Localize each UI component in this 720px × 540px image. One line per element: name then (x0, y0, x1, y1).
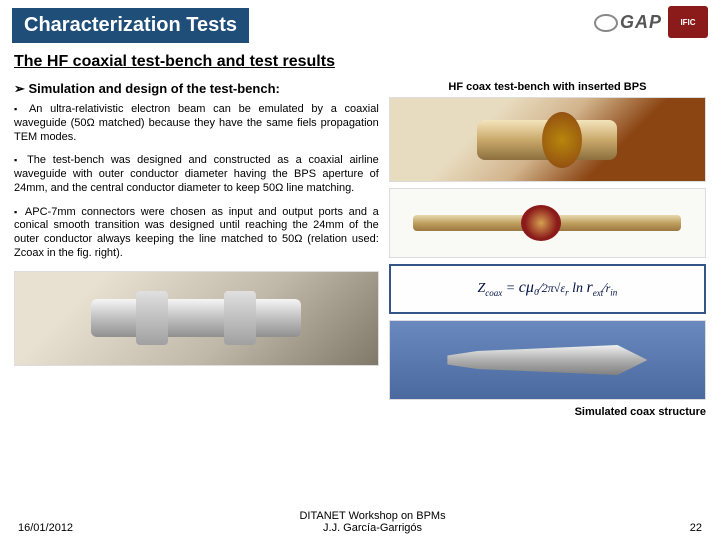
footer-line1: DITANET Workshop on BPMs (73, 510, 672, 522)
device-shape (91, 299, 301, 337)
cone-shape (447, 345, 647, 375)
photo-testbench (14, 271, 379, 366)
cylinder-shape (477, 120, 617, 160)
subtitle: The HF coaxial test-bench and test resul… (14, 53, 720, 71)
equation-box: Zcoax = cμ₀⁄2π√εr ln rext⁄rin (389, 264, 706, 314)
render-assembly (389, 97, 706, 182)
render-cone (389, 320, 706, 400)
paragraph-2: The test-bench was designed and construc… (14, 154, 379, 195)
logo-area: GAP IFIC (594, 6, 708, 38)
section-heading: Simulation and design of the test-bench: (14, 81, 379, 97)
footer-line2: J.J. García-Garrigós (73, 522, 672, 534)
render-rod (389, 188, 706, 258)
footer-date: 16/01/2012 (18, 522, 73, 534)
title-bar: Characterization Tests (12, 8, 249, 43)
equation-text: Zcoax = cμ₀⁄2π√εr ln rext⁄rin (478, 279, 618, 298)
footer-pagenum: 22 (672, 522, 702, 534)
page-title: Characterization Tests (24, 14, 237, 37)
caption-bottom: Simulated coax structure (389, 406, 706, 418)
footer: 16/01/2012 DITANET Workshop on BPMs J.J.… (0, 510, 720, 534)
ific-logo: IFIC (668, 6, 708, 38)
left-column: Simulation and design of the test-bench:… (14, 81, 379, 418)
right-column: HF coax test-bench with inserted BPS Zco… (389, 81, 706, 418)
rod-shape (413, 215, 681, 231)
paragraph-3: APC-7mm connectors were chosen as input … (14, 206, 379, 261)
gap-logo: GAP (594, 12, 662, 33)
content-area: Simulation and design of the test-bench:… (14, 81, 706, 418)
footer-center: DITANET Workshop on BPMs J.J. García-Gar… (73, 510, 672, 534)
paragraph-1: An ultra-relativistic electron beam can … (14, 103, 379, 144)
caption-top: HF coax test-bench with inserted BPS (389, 81, 706, 93)
